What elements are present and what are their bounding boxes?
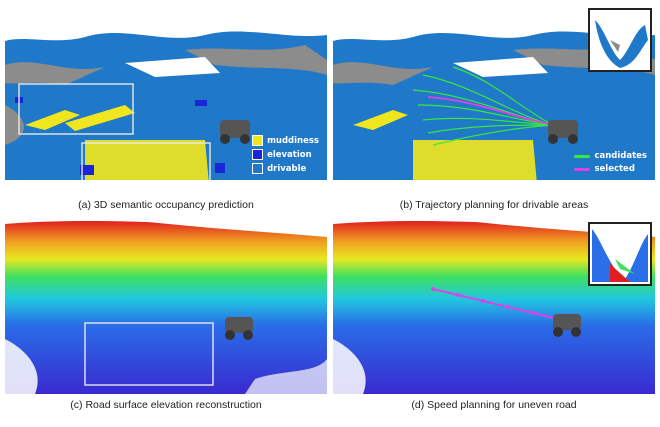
caption-b: (b) Trajectory planning for drivable are… xyxy=(399,199,589,211)
panel-b-trajectory: candidates selected xyxy=(333,5,655,180)
vehicle-model xyxy=(548,120,578,144)
highlight-box xyxy=(81,142,211,180)
inset-occupancy xyxy=(588,8,652,72)
speed-profile-points xyxy=(431,287,535,315)
vehicle-model xyxy=(225,317,253,340)
vehicle-model xyxy=(220,120,250,144)
selected-trajectory xyxy=(427,96,554,126)
speed-profile-path xyxy=(432,288,559,320)
legend-item-muddiness: muddiness xyxy=(252,135,319,146)
highlight-box xyxy=(18,83,134,135)
caption-a: (a) 3D semantic occupancy prediction xyxy=(78,199,254,211)
panel-d-speed xyxy=(333,219,655,394)
caption-c: (c) Road surface elevation reconstructio… xyxy=(70,399,262,411)
legend-item-drivable: drivable xyxy=(252,163,319,174)
vehicle-model xyxy=(553,314,581,337)
candidate-trajectories xyxy=(412,66,554,146)
caption-d: (d) Speed planning for uneven road xyxy=(411,399,577,411)
highlight-box xyxy=(84,322,214,386)
occupancy-map-a xyxy=(5,5,327,180)
legend-item-selected: selected xyxy=(574,164,647,174)
legend-a: muddiness elevation drivable xyxy=(252,132,319,174)
elevation-map-c xyxy=(5,219,327,394)
panel-a-occupancy: muddiness elevation drivable xyxy=(5,5,327,180)
legend-item-elevation: elevation xyxy=(252,149,319,160)
legend-item-candidates: candidates xyxy=(574,151,647,161)
inset-elevation xyxy=(588,222,652,286)
panel-c-elevation xyxy=(5,219,327,394)
legend-b: candidates selected xyxy=(574,148,647,174)
